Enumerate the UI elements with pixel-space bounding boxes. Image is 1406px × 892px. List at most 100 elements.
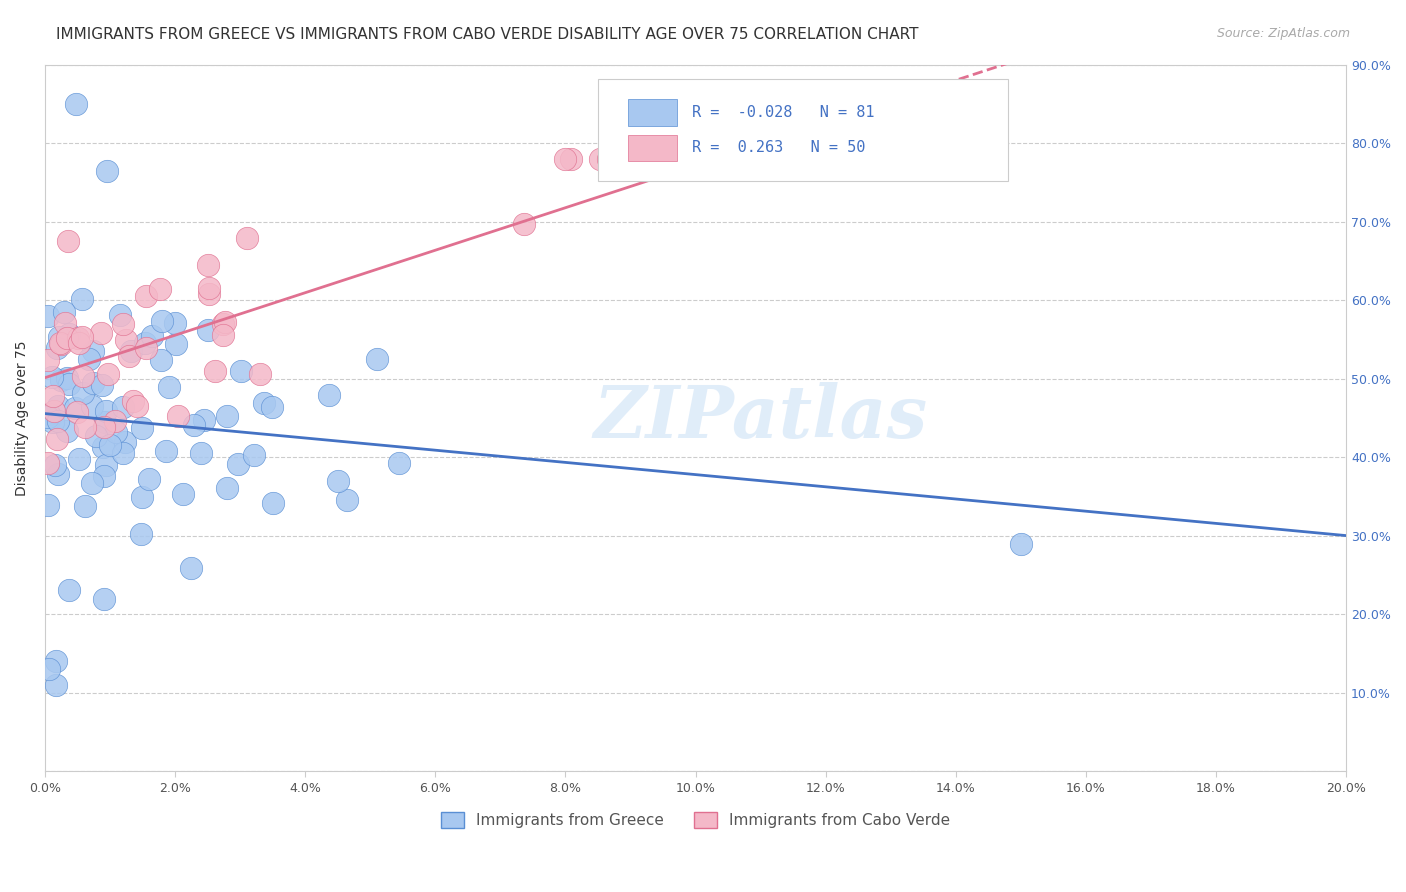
Point bbox=[86, 428, 108, 442]
Point bbox=[120, 343, 142, 358]
Point bbox=[80, 399, 103, 413]
Point bbox=[150, 314, 173, 328]
Point bbox=[41, 389, 63, 403]
Point bbox=[588, 152, 610, 166]
Point bbox=[197, 286, 219, 301]
Point bbox=[228, 457, 250, 471]
Point bbox=[93, 419, 115, 434]
Point bbox=[46, 399, 69, 413]
Point bbox=[211, 317, 233, 331]
Point bbox=[96, 403, 118, 417]
Point bbox=[53, 305, 76, 319]
Text: IMMIGRANTS FROM GREECE VS IMMIGRANTS FROM CABO VERDE DISABILITY AGE OVER 75 CORR: IMMIGRANTS FROM GREECE VS IMMIGRANTS FRO… bbox=[56, 27, 918, 42]
Bar bbox=[628, 135, 678, 161]
Point bbox=[37, 353, 59, 368]
Point bbox=[115, 333, 138, 347]
Point bbox=[131, 490, 153, 504]
Point bbox=[138, 472, 160, 486]
Point bbox=[157, 380, 180, 394]
Point bbox=[112, 317, 135, 331]
Point bbox=[513, 217, 536, 231]
Point bbox=[193, 413, 215, 427]
Point bbox=[90, 326, 112, 340]
Point bbox=[129, 527, 152, 541]
Point bbox=[38, 407, 60, 421]
Point bbox=[70, 293, 93, 307]
Point bbox=[37, 309, 59, 323]
Point bbox=[45, 432, 67, 446]
Point bbox=[262, 496, 284, 510]
Point bbox=[56, 424, 79, 438]
Point bbox=[198, 281, 221, 295]
Point bbox=[560, 152, 582, 166]
Point bbox=[149, 282, 172, 296]
Point bbox=[98, 438, 121, 452]
Point bbox=[180, 561, 202, 575]
Point bbox=[141, 329, 163, 343]
Point bbox=[46, 341, 69, 355]
Text: ZIPatlas: ZIPatlas bbox=[593, 383, 928, 453]
Point bbox=[82, 343, 104, 358]
Point bbox=[72, 385, 94, 400]
Point bbox=[56, 371, 79, 385]
Point bbox=[79, 351, 101, 366]
Point bbox=[114, 434, 136, 449]
Point bbox=[93, 591, 115, 606]
Point bbox=[67, 336, 90, 351]
Legend: Immigrants from Greece, Immigrants from Cabo Verde: Immigrants from Greece, Immigrants from … bbox=[434, 806, 956, 834]
Point bbox=[797, 152, 820, 166]
Point bbox=[94, 458, 117, 472]
Point bbox=[104, 414, 127, 428]
Point bbox=[118, 350, 141, 364]
Point bbox=[66, 331, 89, 345]
Point bbox=[336, 492, 359, 507]
Text: R =  0.263   N = 50: R = 0.263 N = 50 bbox=[692, 141, 865, 155]
Point bbox=[90, 377, 112, 392]
Point bbox=[70, 329, 93, 343]
Point bbox=[134, 335, 156, 350]
Point bbox=[45, 678, 67, 692]
Point bbox=[122, 393, 145, 408]
Point bbox=[49, 373, 72, 387]
Point bbox=[204, 364, 226, 378]
Point bbox=[37, 456, 59, 470]
Point bbox=[67, 452, 90, 467]
Point bbox=[214, 315, 236, 329]
Point bbox=[58, 583, 80, 598]
Point bbox=[55, 331, 77, 345]
Point bbox=[172, 486, 194, 500]
Point bbox=[131, 420, 153, 434]
Point bbox=[45, 654, 67, 668]
Point bbox=[49, 336, 72, 351]
Point bbox=[628, 152, 651, 166]
Point bbox=[49, 336, 72, 351]
Bar bbox=[628, 99, 678, 126]
Text: R =  -0.028   N = 81: R = -0.028 N = 81 bbox=[692, 105, 875, 120]
Point bbox=[104, 425, 127, 439]
Point bbox=[596, 152, 619, 166]
Point bbox=[190, 445, 212, 459]
Point bbox=[262, 401, 284, 415]
Point bbox=[65, 96, 87, 111]
Point bbox=[229, 364, 252, 378]
Point bbox=[125, 399, 148, 413]
Point bbox=[328, 475, 350, 489]
Point bbox=[700, 152, 723, 166]
Point bbox=[44, 458, 66, 472]
Point bbox=[112, 400, 135, 414]
Point bbox=[814, 152, 837, 166]
Text: Source: ZipAtlas.com: Source: ZipAtlas.com bbox=[1216, 27, 1350, 40]
Point bbox=[38, 662, 60, 676]
Point bbox=[63, 401, 86, 415]
Point bbox=[93, 468, 115, 483]
Point bbox=[37, 498, 59, 512]
Point bbox=[46, 414, 69, 428]
Point bbox=[73, 499, 96, 513]
Point bbox=[606, 152, 628, 166]
Point bbox=[150, 353, 173, 368]
Point bbox=[37, 410, 59, 425]
Point bbox=[58, 234, 80, 248]
Point bbox=[82, 376, 104, 390]
Point bbox=[155, 443, 177, 458]
Point bbox=[217, 409, 239, 424]
